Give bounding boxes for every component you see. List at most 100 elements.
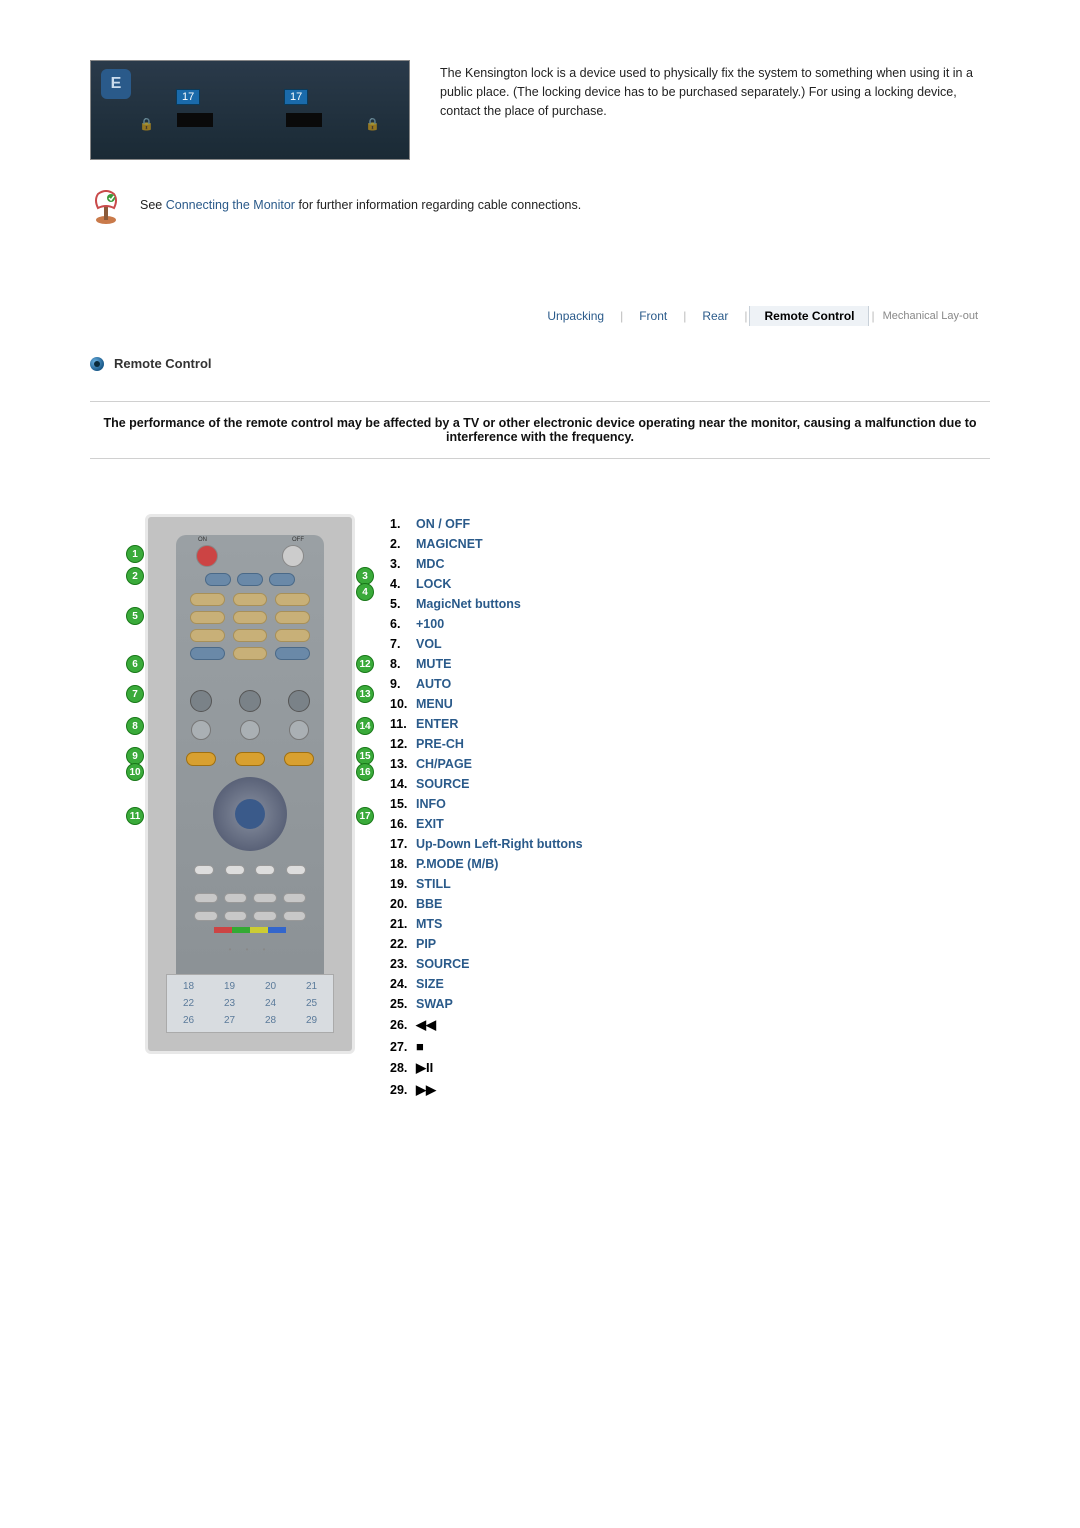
button-link[interactable]: STILL [416,877,451,891]
button-link[interactable]: MUTE [416,657,451,671]
list-item: MAGICNET [390,534,990,554]
button-link[interactable]: CH/PAGE [416,757,472,771]
list-item: INFO [390,794,990,814]
list-item: P.MODE (M/B) [390,854,990,874]
button-link[interactable]: ENTER [416,717,458,731]
callout-16: 16 [356,763,374,781]
button-link[interactable]: SIZE [416,977,444,991]
legend-num-23: 23 [214,998,245,1009]
list-item: EXIT [390,814,990,834]
remote-mute-row [176,720,324,740]
button-link[interactable]: SOURCE [416,957,469,971]
remote-mode-pills [194,865,306,875]
connecting-monitor-link[interactable]: Connecting the Monitor [166,198,295,212]
button-link[interactable]: Up-Down Left-Right buttons [416,837,583,851]
kensington-row: E 17 17 The Kensington lock is a device … [90,60,990,160]
list-item: PRE-CH [390,734,990,754]
button-link[interactable]: SOURCE [416,777,469,791]
remote-color-bar [214,927,286,933]
note-suffix: for further information regarding cable … [295,198,581,212]
list-item: Up-Down Left-Right buttons [390,834,990,854]
button-link[interactable]: +100 [416,617,444,631]
button-link[interactable]: P.MODE (M/B) [416,857,498,871]
interference-warning: The performance of the remote control ma… [90,401,990,459]
button-link[interactable]: LOCK [416,577,451,591]
callout-4: 4 [356,583,374,601]
list-item: SOURCE [390,774,990,794]
button-link[interactable]: MENU [416,697,453,711]
tab-separator: | [742,309,749,323]
enter-button [235,799,265,829]
callout-13: 13 [356,685,374,703]
legend-num-27: 27 [214,1015,245,1026]
list-item: VOL [390,634,990,654]
button-symbol: ▶▶ [416,1082,436,1097]
list-item: CH/PAGE [390,754,990,774]
legend-num-29: 29 [296,1015,327,1026]
button-symbol: ■ [416,1039,424,1054]
note-icon [90,190,122,226]
callout-10: 10 [126,763,144,781]
button-link[interactable]: VOL [416,637,442,651]
list-item: SIZE [390,974,990,994]
tab-remote-control[interactable]: Remote Control [749,306,869,326]
button-link[interactable]: ON / OFF [416,517,470,531]
remote-gray-row2 [194,911,306,921]
remote-menu-row [176,752,324,766]
list-item: ■ [390,1036,990,1057]
tab-rear[interactable]: Rear [688,306,742,326]
off-label: OFF [292,537,304,543]
tab-mechanical-lay-out[interactable]: Mechanical Lay-out [877,307,984,325]
tab-front[interactable]: Front [625,306,681,326]
callout-7: 7 [126,685,144,703]
remote-vol-row [176,690,324,712]
num-tag-2: 17 [284,89,308,105]
tab-separator: | [681,309,688,323]
e-badge-icon: E [101,69,131,99]
list-item: MENU [390,694,990,714]
list-item: LOCK [390,574,990,594]
callout-12: 12 [356,655,374,673]
legend-num-18: 18 [173,981,204,992]
list-item: MagicNet buttons [390,594,990,614]
button-link[interactable]: MAGICNET [416,537,483,551]
lock-slot-1 [177,113,213,127]
remote-mode-row [176,573,324,586]
remote-bottom-legend: 181920212223242526272829 [166,974,334,1033]
num-tag-1: 17 [176,89,200,105]
list-item: BBE [390,894,990,914]
legend-num-21: 21 [296,981,327,992]
button-link[interactable]: INFO [416,797,446,811]
tab-unpacking[interactable]: Unpacking [533,306,618,326]
button-link[interactable]: PIP [416,937,436,951]
remote-on-button [196,545,218,567]
kensington-description: The Kensington lock is a device used to … [440,60,990,160]
button-link[interactable]: SWAP [416,997,453,1011]
lock-icon [139,117,153,133]
button-link[interactable]: MagicNet buttons [416,597,521,611]
list-item: PIP [390,934,990,954]
callout-17: 17 [356,807,374,825]
remote-gray-row1 [194,893,306,903]
callout-14: 14 [356,717,374,735]
button-link[interactable]: BBE [416,897,442,911]
list-item: STILL [390,874,990,894]
button-link[interactable]: PRE-CH [416,737,464,751]
remote-layout: ON OFF [90,514,990,1101]
lock-icon [365,117,379,133]
callout-6: 6 [126,655,144,673]
bullet-icon [90,357,104,371]
button-symbol: ▶II [416,1060,433,1075]
remote-button-list: ON / OFF MAGICNET MDC LOCK MagicNet buttons +… [390,514,990,1101]
on-label: ON [198,537,207,543]
callout-11: 11 [126,807,144,825]
button-link[interactable]: EXIT [416,817,444,831]
remote-body: ON OFF [176,535,324,1033]
remote-keypad [190,593,310,660]
button-link[interactable]: MDC [416,557,444,571]
button-link[interactable]: AUTO [416,677,451,691]
button-link[interactable]: MTS [416,917,442,931]
legend-num-22: 22 [173,998,204,1009]
remote-off-button [282,545,304,567]
callout-5: 5 [126,607,144,625]
